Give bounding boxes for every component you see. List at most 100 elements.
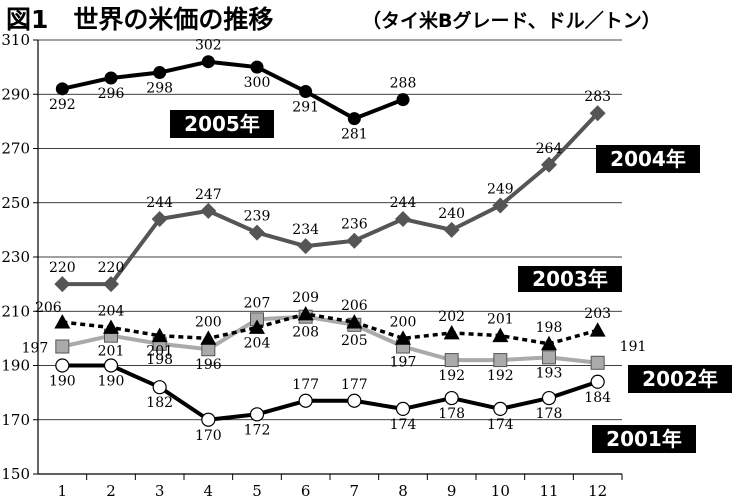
series-tag-box — [628, 365, 732, 393]
data-point — [395, 211, 411, 228]
data-point — [55, 82, 69, 96]
data-label: 203 — [584, 306, 611, 322]
data-point — [443, 324, 460, 340]
data-point — [590, 355, 605, 370]
data-point — [55, 339, 70, 354]
series-tag-label: 2005年 — [184, 112, 260, 136]
series-line — [62, 363, 599, 422]
data-point — [54, 314, 71, 329]
data-label: 192 — [438, 368, 465, 384]
data-point — [347, 393, 362, 408]
series-3 — [54, 305, 606, 351]
data-label: 178 — [438, 406, 465, 422]
chart-title: 図1 世界の米価の推移 — [6, 5, 273, 34]
data-label: 170 — [195, 428, 222, 444]
series-tag: 2005年 — [170, 110, 274, 138]
data-label: 190 — [49, 374, 76, 390]
data-label: 177 — [341, 377, 368, 393]
y-tick-label: 150 — [1, 465, 30, 483]
data-label: 200 — [390, 314, 417, 330]
x-tick-label: 6 — [301, 482, 311, 499]
data-point — [249, 407, 265, 422]
x-tick-label: 12 — [588, 482, 607, 499]
x-tick-label: 11 — [539, 482, 558, 499]
data-point — [396, 93, 410, 107]
data-point — [395, 330, 411, 345]
x-tick-label: 9 — [447, 482, 457, 499]
data-label: 208 — [292, 325, 319, 341]
data-label: 236 — [341, 217, 368, 233]
y-axis-ticks: 150 170 190 210 230 250 270 290 310 — [1, 31, 30, 483]
series-2 — [54, 105, 606, 293]
x-tick-label: 5 — [252, 482, 262, 499]
data-point — [153, 66, 167, 80]
data-point — [201, 412, 216, 427]
data-point — [493, 353, 508, 368]
data-label: 177 — [292, 377, 319, 393]
data-label: 200 — [195, 314, 222, 330]
series-tag: 2001年 — [592, 425, 696, 453]
data-label: 207 — [244, 295, 271, 311]
x-tick-label: 2 — [106, 482, 116, 499]
data-point — [347, 112, 361, 126]
data-label: 196 — [195, 357, 222, 373]
data-label: 296 — [98, 86, 125, 102]
gridlines — [38, 39, 622, 421]
x-axis-ticks: 1 2 3 4 5 6 7 8 9 10 11 12 — [58, 482, 608, 499]
data-point — [492, 327, 509, 343]
y-tick-label: 210 — [1, 302, 30, 320]
data-label: 192 — [487, 368, 514, 384]
data-point — [103, 276, 119, 293]
data-label: 244 — [146, 195, 173, 211]
data-point — [542, 350, 556, 365]
data-label: 178 — [536, 406, 563, 422]
data-label: 281 — [341, 127, 368, 143]
series-tag-label: 2001年 — [606, 427, 682, 451]
y-tick-label: 270 — [1, 140, 30, 158]
data-label: 184 — [584, 390, 611, 406]
y-tick-label: 170 — [1, 411, 30, 429]
data-point — [298, 393, 313, 408]
x-tick-label: 4 — [204, 482, 214, 499]
data-label: 283 — [584, 89, 611, 105]
data-point — [395, 401, 411, 416]
data-label: 174 — [390, 417, 417, 433]
data-label: 172 — [244, 422, 271, 438]
data-point — [250, 60, 264, 74]
data-label: 206 — [341, 298, 368, 314]
data-point — [54, 276, 71, 293]
data-point — [104, 71, 118, 85]
data-point — [55, 358, 70, 373]
data-label: 174 — [487, 417, 514, 433]
data-label: 220 — [98, 260, 125, 276]
data-label: 240 — [438, 206, 465, 222]
series-tag-box — [518, 266, 622, 292]
data-label: 291 — [292, 100, 319, 116]
data-label: 204 — [98, 304, 125, 320]
data-label: 201 — [487, 312, 514, 328]
series-tag: 2004年 — [596, 145, 700, 173]
data-point — [589, 322, 606, 337]
data-labels: 292 296 298 302 300 291 281 288 220 220 244 247 239 2… — [22, 38, 647, 444]
data-label: 198 — [536, 320, 563, 336]
data-point — [299, 85, 313, 99]
data-label: 247 — [195, 187, 222, 203]
data-label: 288 — [390, 76, 417, 92]
data-label: 249 — [487, 181, 514, 197]
data-point — [444, 353, 459, 368]
data-point — [200, 202, 217, 219]
data-label: 198 — [146, 352, 173, 368]
data-label: 205 — [341, 333, 368, 349]
data-label: 209 — [292, 290, 319, 306]
data-label: 191 — [620, 339, 647, 355]
data-point — [541, 390, 557, 406]
y-tick-label: 250 — [1, 194, 30, 212]
data-point — [200, 330, 217, 345]
data-label: 197 — [22, 341, 49, 357]
series-5 — [55, 358, 605, 427]
series-tag-label: 2003年 — [532, 267, 608, 291]
data-label: 300 — [244, 75, 271, 91]
series-tag: 2003年 — [518, 266, 622, 292]
series-line — [61, 59, 404, 121]
